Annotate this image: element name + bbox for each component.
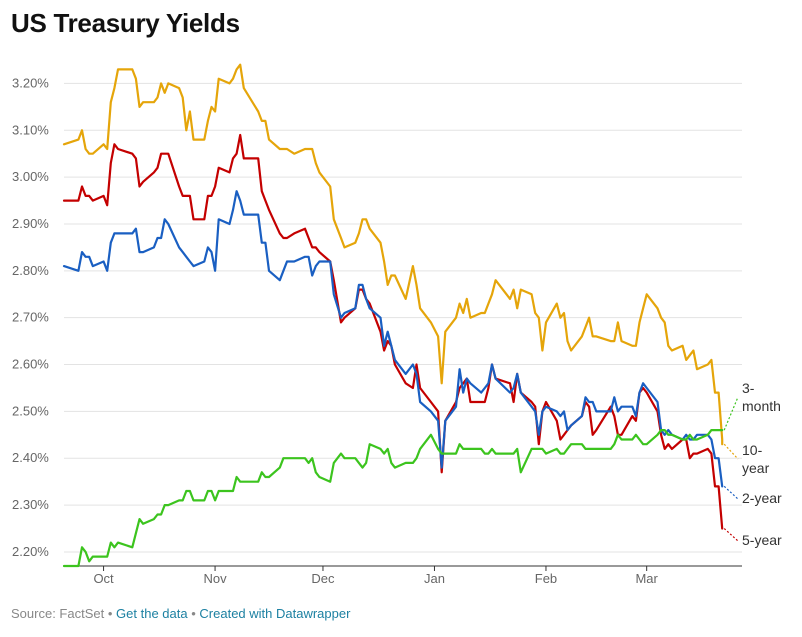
series-label: 3- month — [742, 380, 781, 414]
footer-separator: • — [191, 606, 196, 621]
x-tick-label: Feb — [535, 571, 557, 586]
y-tick-label: 3.10% — [12, 122, 49, 137]
series-label: 5-year — [742, 532, 782, 548]
chart-footer: Source: FactSet • Get the data • Created… — [11, 606, 350, 621]
line-chart: 2.20% 2.30% 2.40% 2.50% 2.60% 2.70% 2.80% 2.90%… — [12, 63, 782, 586]
label-leader-line — [723, 528, 739, 542]
series-line-2-year — [62, 190, 724, 488]
x-tick-label: Dec — [311, 571, 335, 586]
y-tick-label: 2.90% — [12, 216, 49, 231]
y-tick-label: 2.60% — [12, 357, 49, 372]
series-label-line: month — [742, 398, 781, 414]
label-leader-line — [723, 396, 739, 431]
y-tick-label: 2.30% — [12, 497, 49, 512]
x-tick-label: Mar — [635, 571, 658, 586]
y-tick-label: 2.80% — [12, 263, 49, 278]
get-the-data-link[interactable]: Get the data — [116, 606, 188, 621]
created-with-datawrapper-link[interactable]: Created with Datawrapper — [199, 606, 351, 621]
y-tick-label: 3.20% — [12, 75, 49, 90]
x-tick-label: Oct — [93, 571, 114, 586]
series-label-line: 2-year — [742, 490, 782, 506]
label-leader-line — [723, 443, 739, 460]
series-line-3-month — [62, 429, 724, 568]
series-line-5-year — [62, 133, 724, 530]
y-tick-label: 2.40% — [12, 450, 49, 465]
y-tick-label: 2.70% — [12, 310, 49, 325]
source-text: Source: FactSet — [11, 606, 105, 621]
series-label-line: 5-year — [742, 532, 782, 548]
series-label: 2-year — [742, 490, 782, 506]
series-label-line: 10- — [742, 442, 763, 458]
y-tick-label: 3.00% — [12, 169, 49, 184]
chart-title: US Treasury Yields — [11, 8, 240, 38]
y-tick-label: 2.50% — [12, 403, 49, 418]
footer-separator: • — [107, 606, 113, 621]
x-tick-label: Nov — [204, 571, 228, 586]
series-line-10-year — [62, 63, 724, 446]
series-label-line: 3- — [742, 380, 755, 396]
label-leader-line — [723, 485, 739, 500]
y-tick-label: 2.20% — [12, 544, 49, 559]
series-label-line: year — [742, 460, 770, 476]
series-label: 10- year — [742, 442, 770, 476]
x-tick-label: Jan — [424, 571, 445, 586]
